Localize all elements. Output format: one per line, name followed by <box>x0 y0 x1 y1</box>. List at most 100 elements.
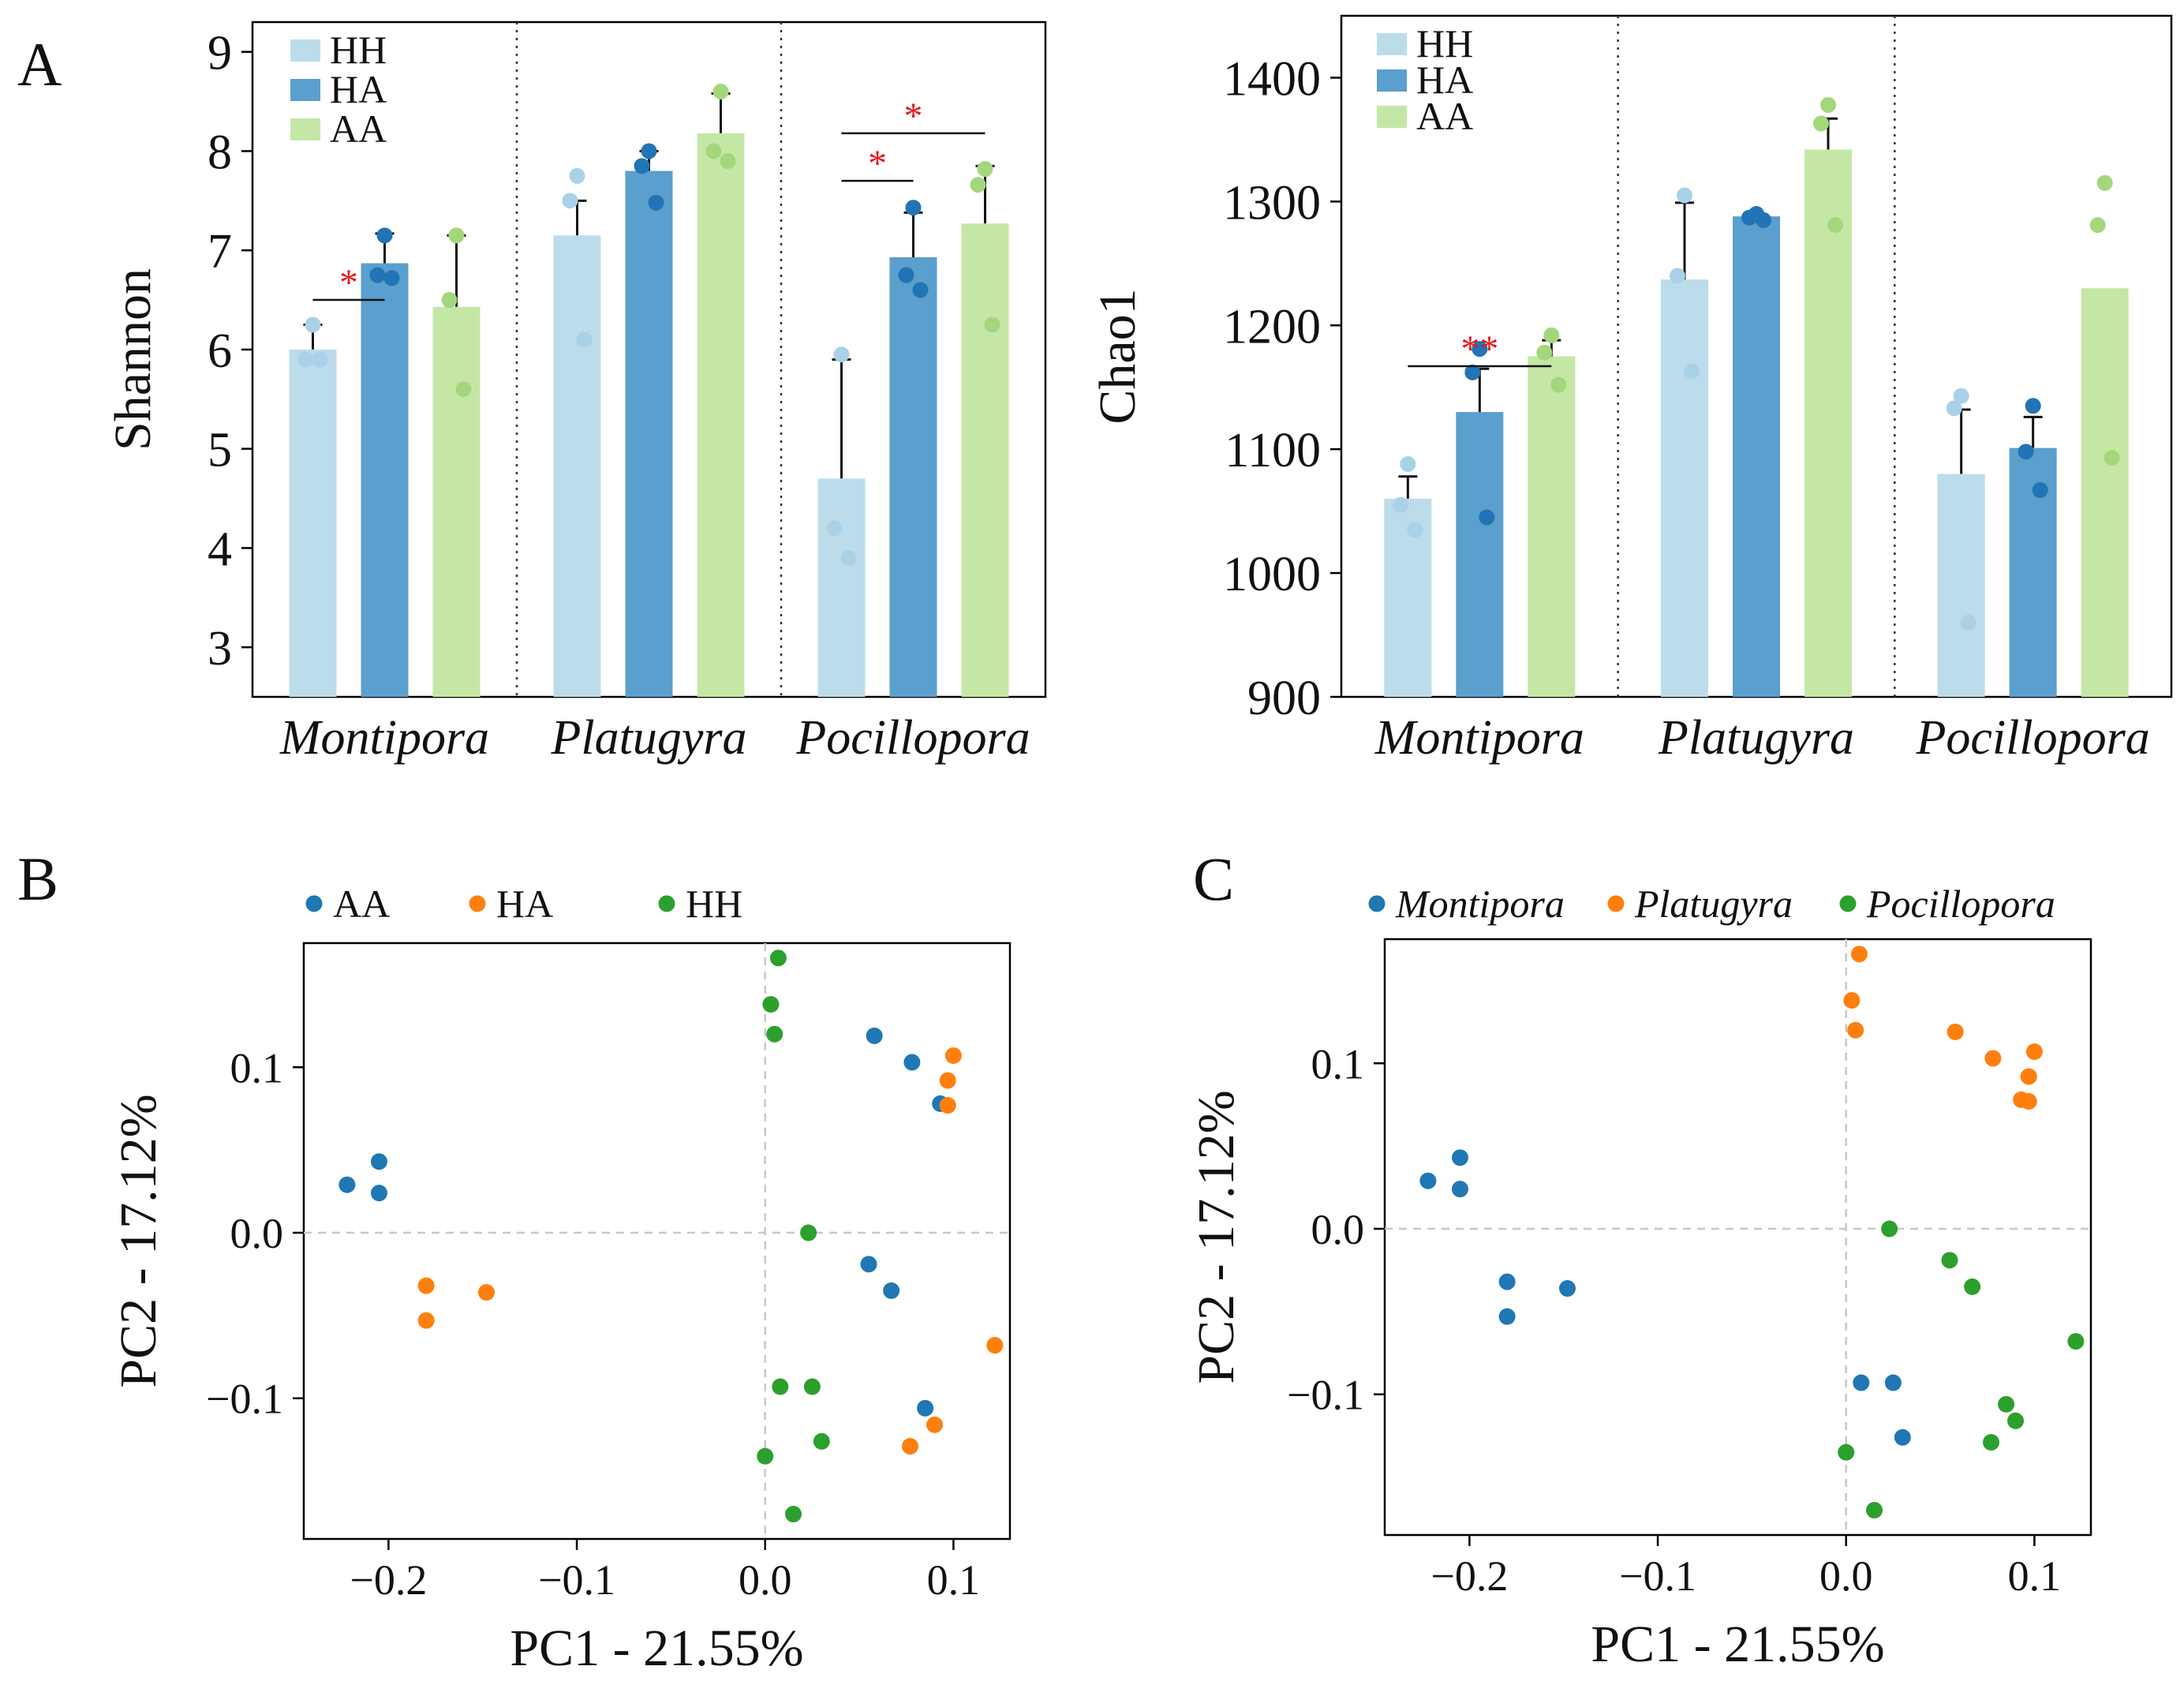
x-tick-label: 0.0 <box>1819 1552 1873 1600</box>
category-label-pocillopora: Pocillopora <box>795 711 1030 765</box>
data-point-aa <box>370 1185 387 1202</box>
y-tick-label: 1100 <box>1225 424 1321 477</box>
data-point-ha <box>383 270 400 286</box>
data-point-hh <box>1393 496 1409 513</box>
data-point-pocillopora <box>1964 1278 1981 1295</box>
data-point-ha <box>939 1097 956 1114</box>
y-tick-label: 6 <box>208 324 232 378</box>
legend-label-ha: HA <box>330 67 387 111</box>
shannon-bar-chart: 3 4 5 6 7 8 9 Shannon Montipora Platugyra Pocillop… <box>104 21 1047 765</box>
data-point-ha <box>369 267 386 283</box>
data-point-hh <box>1946 400 1962 417</box>
data-point-ha <box>417 1277 435 1294</box>
data-point-hh <box>769 949 787 967</box>
data-point-aa <box>984 316 1000 333</box>
bar-platugyra-ha <box>625 170 673 698</box>
data-point-hh <box>762 996 780 1013</box>
data-point-hh <box>785 1506 802 1523</box>
legend-label-aa: AA <box>1416 94 1473 138</box>
data-point-pocillopora <box>1881 1220 1898 1237</box>
legend-label-ha: HA <box>1416 58 1473 102</box>
data-point-aa <box>338 1176 356 1193</box>
data-point-montipora <box>1451 1181 1468 1198</box>
data-point-hh <box>1400 456 1416 473</box>
y-tick-label: 0.0 <box>1311 1206 1365 1253</box>
data-point-platugyra <box>2020 1068 2037 1085</box>
data-point-aa <box>1820 96 1836 113</box>
y-axis-label: Chao1 <box>1089 288 1146 424</box>
y-tick-label: 4 <box>208 522 232 576</box>
data-point-hh <box>312 351 328 368</box>
data-point-aa <box>455 381 472 398</box>
y-tick-label: 900 <box>1247 672 1321 725</box>
plot-frame <box>1383 938 2092 1537</box>
data-point-aa <box>1536 344 1553 361</box>
significance-marker: ** <box>1460 328 1498 370</box>
data-point-aa <box>977 161 993 178</box>
legend-marker-montipora <box>1368 895 1386 912</box>
x-axis-label: PC1 - 21.55% <box>510 1619 803 1677</box>
significance-marker: * <box>904 95 923 137</box>
data-point-platugyra <box>1847 1021 1864 1039</box>
data-point-hh <box>1677 187 1692 204</box>
y-tick-label: 5 <box>208 424 232 477</box>
x-tick-label: 0.0 <box>739 1556 792 1604</box>
data-point-pocillopora <box>1838 1443 1855 1461</box>
category-label-pocillopora: Pocillopora <box>1916 711 2150 765</box>
bar-pocillopora-aa <box>961 223 1009 697</box>
legend-marker-platugyra <box>1607 895 1625 912</box>
data-point-hh <box>1407 522 1423 538</box>
data-point-aa <box>903 1054 921 1071</box>
data-point-aa <box>860 1256 877 1273</box>
significance-marker: * <box>868 143 887 185</box>
legend-marker-aa <box>305 895 323 912</box>
y-tick-label: −0.1 <box>1287 1372 1364 1419</box>
y-tick-label: 0.1 <box>1311 1040 1365 1088</box>
y-tick-label: 3 <box>208 622 232 676</box>
data-point-ha <box>376 227 393 244</box>
data-point-aa <box>1550 376 1567 393</box>
data-point-platugyra <box>1984 1050 2002 1067</box>
data-point-aa <box>720 153 736 170</box>
legend-marker-hh <box>658 895 675 912</box>
data-point-aa <box>370 1153 387 1170</box>
panel-letter-a: A <box>17 30 62 99</box>
data-point-montipora <box>1498 1273 1516 1290</box>
bar-montipora-ha <box>361 263 409 698</box>
legend-swatch-hh <box>1377 33 1407 55</box>
y-tick-label: 1000 <box>1223 548 1321 601</box>
data-point-pocillopora <box>1941 1252 1958 1269</box>
data-point-ha <box>2025 398 2041 414</box>
x-tick-label: −0.1 <box>538 1556 615 1604</box>
y-tick-label: 0.1 <box>230 1044 284 1091</box>
data-point-hh <box>803 1378 821 1395</box>
category-label-montipora: Montipora <box>1374 711 1584 765</box>
bar-platugyra-ha <box>1733 216 1780 697</box>
legend-label-aa: AA <box>333 882 390 926</box>
x-tick-label: 0.1 <box>927 1556 981 1604</box>
bar-pocillopora-ha <box>2009 447 2057 697</box>
bar-platugyra-hh <box>553 235 601 697</box>
y-tick-label: 1400 <box>1223 52 1321 106</box>
data-point-pocillopora <box>2067 1333 2085 1350</box>
legend-label-hh: HH <box>330 28 387 72</box>
x-tick-label: −0.2 <box>1430 1552 1508 1600</box>
x-tick-label: −0.2 <box>350 1556 427 1604</box>
data-point-hh <box>840 549 857 566</box>
data-point-aa <box>883 1282 900 1299</box>
plot-frame <box>302 942 1012 1541</box>
pca-genus-scatter: −0.2 −0.1 0.0 0.1 −0.1 0.0 0.1 PC1 - 21.55% PC2 … <box>1187 882 2092 1673</box>
legend-swatch-aa <box>1377 106 1407 128</box>
x-axis-label: PC1 - 21.55% <box>1591 1616 1884 1673</box>
data-point-aa <box>2096 174 2113 191</box>
data-point-ha <box>926 1416 944 1433</box>
data-point-platugyra <box>1947 1023 1964 1040</box>
data-point-aa <box>1827 217 1843 234</box>
data-point-ha <box>1756 212 1771 228</box>
data-point-hh <box>569 167 585 184</box>
data-point-pocillopora <box>1998 1395 2015 1413</box>
category-label-platugyra: Platugyra <box>551 711 747 765</box>
data-point-ha <box>634 158 650 174</box>
data-point-hh <box>297 351 314 368</box>
data-point-ha <box>648 194 664 211</box>
